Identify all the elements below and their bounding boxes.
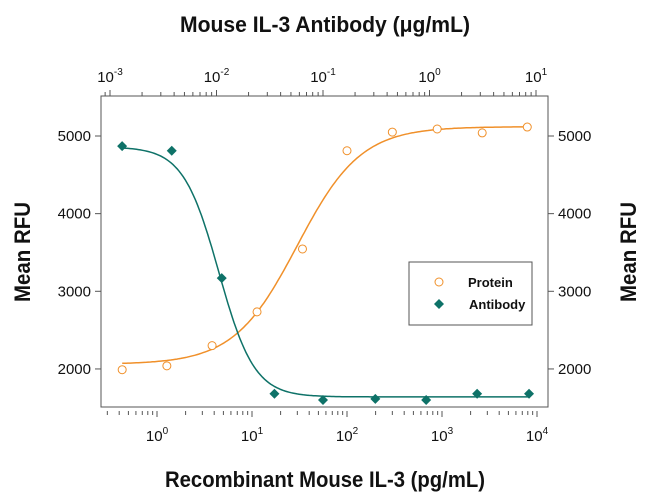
y-tick-label-left: 5000 xyxy=(58,128,91,145)
legend-marker-antibody xyxy=(434,299,444,309)
data-point-antibody xyxy=(421,395,432,406)
y-tick-label-right: 4000 xyxy=(558,206,591,223)
legend-marker-protein xyxy=(434,277,444,287)
x-top-tick-label: 10-2 xyxy=(204,67,230,86)
data-point-antibody xyxy=(166,145,177,156)
y-tick-label-right: 3000 xyxy=(558,283,591,300)
x-bottom-tick-label: 102 xyxy=(336,426,359,445)
chart-title: Mouse IL-3 Antibody (μg/mL) xyxy=(180,12,470,37)
data-point-protein xyxy=(432,124,442,134)
data-point-protein xyxy=(387,127,397,137)
legend-box xyxy=(408,261,533,326)
data-point-antibody xyxy=(370,393,381,404)
y-tick-label-right: 2000 xyxy=(558,361,591,378)
y-axis-label-right: Mean RFU xyxy=(616,202,641,302)
data-point-protein xyxy=(162,361,172,371)
y-tick-label-right: 5000 xyxy=(558,128,591,145)
fit-curve-antibody xyxy=(122,147,529,398)
legend: Protein Antibody xyxy=(408,261,533,326)
data-point-protein xyxy=(297,244,307,254)
plot-frame xyxy=(100,95,549,408)
x-top-tick-label: 10-3 xyxy=(97,67,123,86)
x-top-tick-label: 10-1 xyxy=(310,67,336,86)
y-axis-label-left: Mean RFU xyxy=(10,202,35,302)
x-bottom-tick-label: 100 xyxy=(146,426,169,445)
data-point-antibody xyxy=(269,388,280,399)
x-bottom-tick-label: 103 xyxy=(431,426,454,445)
fit-curve-protein xyxy=(122,126,528,365)
legend-label-protein: Protein xyxy=(468,275,513,290)
data-point-antibody xyxy=(524,388,535,399)
x-axis-label: Recombinant Mouse IL-3 (pg/mL) xyxy=(165,467,485,492)
data-point-protein xyxy=(252,307,262,317)
data-point-protein xyxy=(477,128,487,138)
data-point-protein xyxy=(207,341,217,351)
data-point-antibody xyxy=(216,273,227,284)
x-bottom-tick-label: 101 xyxy=(241,426,264,445)
data-point-protein xyxy=(342,146,352,156)
data-point-antibody xyxy=(117,141,128,152)
y-tick-label-left: 4000 xyxy=(58,206,91,223)
x-top-tick-label: 100 xyxy=(418,67,441,86)
y-tick-label-left: 2000 xyxy=(58,361,91,378)
data-point-antibody xyxy=(472,388,483,399)
data-point-protein xyxy=(117,365,127,375)
data-point-protein xyxy=(522,122,532,132)
data-point-antibody xyxy=(318,395,328,406)
y-tick-label-left: 3000 xyxy=(58,283,91,300)
x-top-tick-label: 101 xyxy=(525,67,548,86)
x-bottom-tick-label: 104 xyxy=(526,426,549,445)
legend-label-antibody: Antibody xyxy=(469,297,526,312)
